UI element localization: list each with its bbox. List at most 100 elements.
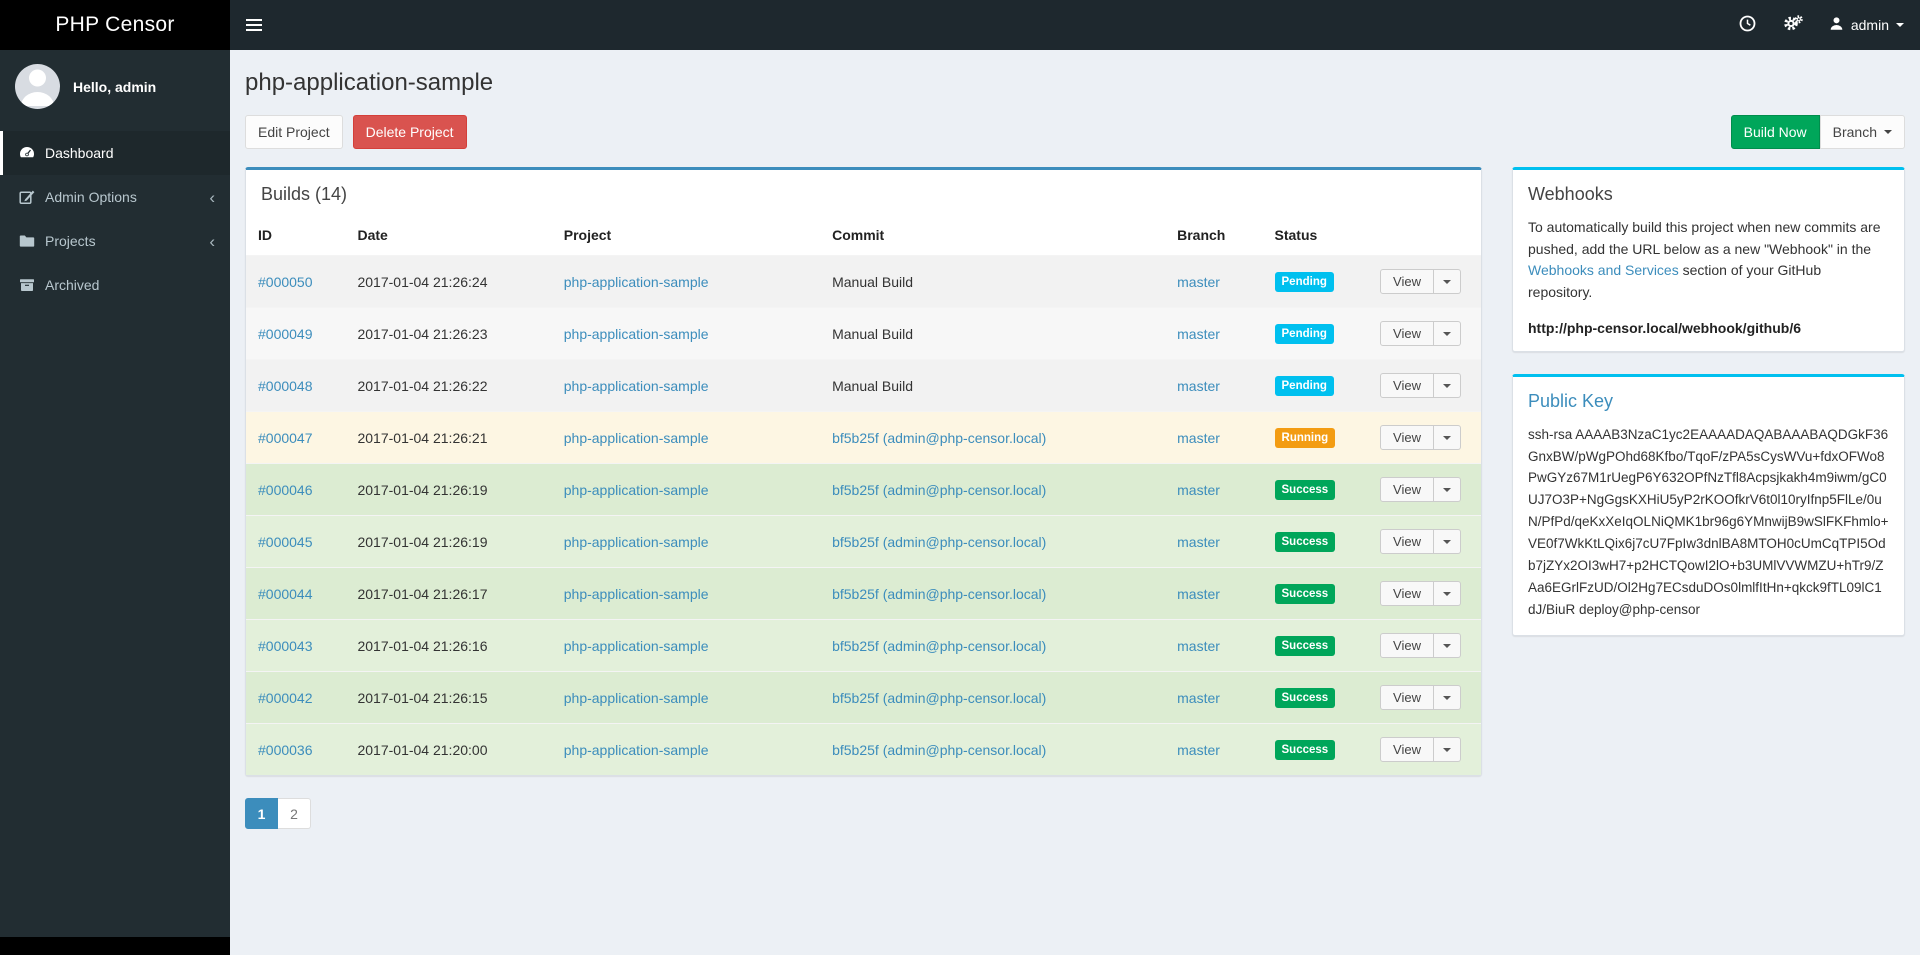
branch-link[interactable]: master xyxy=(1177,533,1220,550)
build-date: 2017-01-04 21:20:00 xyxy=(347,723,554,775)
view-button[interactable]: View xyxy=(1380,737,1434,762)
view-button[interactable]: View xyxy=(1380,269,1434,294)
view-dropdown-button[interactable] xyxy=(1434,269,1461,294)
commit-link[interactable]: bf5b25f (admin@php-censor.local) xyxy=(832,637,1047,654)
build-id-link[interactable]: #000044 xyxy=(258,585,313,602)
branch-link[interactable]: master xyxy=(1177,325,1220,342)
view-button[interactable]: View xyxy=(1380,477,1434,502)
build-now-button[interactable]: Build Now xyxy=(1730,115,1820,149)
delete-project-button[interactable]: Delete Project xyxy=(352,115,467,149)
status-badge: Success xyxy=(1274,635,1336,656)
status-badge: Success xyxy=(1274,583,1336,604)
gauge-icon xyxy=(18,145,35,162)
pagination-page-1[interactable]: 1 xyxy=(245,798,278,829)
user-menu[interactable]: admin xyxy=(1817,0,1920,50)
chevron-down-icon xyxy=(1443,383,1451,388)
project-link[interactable]: php-application-sample xyxy=(563,377,709,394)
build-id-link[interactable]: #000042 xyxy=(258,689,313,706)
project-link[interactable]: php-application-sample xyxy=(563,741,709,758)
commit-link[interactable]: bf5b25f (admin@php-censor.local) xyxy=(832,429,1047,446)
branch-link[interactable]: master xyxy=(1177,637,1220,654)
view-dropdown-button[interactable] xyxy=(1434,529,1461,554)
project-link[interactable]: php-application-sample xyxy=(563,689,709,706)
branch-link[interactable]: master xyxy=(1177,689,1220,706)
branch-dropdown-button[interactable]: Branch xyxy=(1819,115,1905,149)
build-id-link[interactable]: #000036 xyxy=(258,741,313,758)
public-key-value: ssh-rsa AAAAB3NzaC1yc2EAAAADAQABAAABAQDG… xyxy=(1528,426,1889,617)
branch-link[interactable]: master xyxy=(1177,429,1220,446)
public-key-panel: Public Key ssh-rsa AAAAB3NzaC1yc2EAAAADA… xyxy=(1512,373,1905,637)
table-row: #000049 2017-01-04 21:26:23 php-applicat… xyxy=(246,307,1481,360)
user-icon xyxy=(1829,16,1844,34)
build-id-link[interactable]: #000047 xyxy=(258,429,313,446)
user-name: admin xyxy=(1850,17,1889,33)
commit-link[interactable]: bf5b25f (admin@php-censor.local) xyxy=(832,689,1047,706)
project-link[interactable]: php-application-sample xyxy=(563,429,709,446)
view-button[interactable]: View xyxy=(1380,321,1434,346)
hamburger-icon xyxy=(246,19,262,21)
sidebar-toggle-button[interactable] xyxy=(230,0,278,50)
webhooks-title: Webhooks xyxy=(1528,184,1613,204)
view-dropdown-button[interactable] xyxy=(1434,373,1461,398)
avatar-person-icon xyxy=(15,64,60,109)
chevron-down-icon xyxy=(1443,487,1451,492)
builds-panel: Builds (14) ID Date Project Commit Branch Sta… xyxy=(245,167,1482,776)
view-dropdown-button[interactable] xyxy=(1434,425,1461,450)
branch-link[interactable]: master xyxy=(1177,273,1220,290)
chevron-down-icon xyxy=(1443,591,1451,596)
view-button[interactable]: View xyxy=(1380,685,1434,710)
view-dropdown-button[interactable] xyxy=(1434,581,1461,606)
commit-link[interactable]: bf5b25f (admin@php-censor.local) xyxy=(832,741,1047,758)
build-id-link[interactable]: #000046 xyxy=(258,481,313,498)
view-dropdown-button[interactable] xyxy=(1434,685,1461,710)
project-link[interactable]: php-application-sample xyxy=(563,533,709,550)
view-button[interactable]: View xyxy=(1380,425,1434,450)
cogs-icon xyxy=(1784,15,1803,35)
build-date: 2017-01-04 21:26:17 xyxy=(347,567,554,620)
sidebar-item-admin-options[interactable]: Admin Options ‹ xyxy=(0,175,230,219)
sidebar-item-projects[interactable]: Projects ‹ xyxy=(0,219,230,263)
commit-link[interactable]: bf5b25f (admin@php-censor.local) xyxy=(832,585,1047,602)
view-button[interactable]: View xyxy=(1380,529,1434,554)
project-link[interactable]: php-application-sample xyxy=(563,481,709,498)
view-dropdown-button[interactable] xyxy=(1434,737,1461,762)
avatar xyxy=(15,64,60,109)
project-link[interactable]: php-application-sample xyxy=(563,325,709,342)
sidebar: Hello, admin Dashboard ‹ Admin Options ‹… xyxy=(0,50,230,955)
sidebar-item-dashboard[interactable]: Dashboard ‹ xyxy=(0,131,230,175)
view-button[interactable]: View xyxy=(1380,581,1434,606)
webhook-url: http://php-censor.local/webhook/github/6 xyxy=(1528,319,1801,336)
webhook-instructions: To automatically build this project when… xyxy=(1528,219,1881,301)
branch-link[interactable]: master xyxy=(1177,377,1220,394)
view-dropdown-button[interactable] xyxy=(1434,321,1461,346)
build-id-link[interactable]: #000048 xyxy=(258,377,313,394)
build-id-link[interactable]: #000049 xyxy=(258,325,313,342)
project-link[interactable]: php-application-sample xyxy=(563,637,709,654)
build-id-link[interactable]: #000043 xyxy=(258,637,313,654)
build-queue-button[interactable] xyxy=(1725,0,1770,50)
project-link[interactable]: php-application-sample xyxy=(563,585,709,602)
view-button[interactable]: View xyxy=(1380,373,1434,398)
user-greeting: Hello, admin xyxy=(73,78,157,95)
view-button[interactable]: View xyxy=(1380,633,1434,658)
column-header-branch: Branch xyxy=(1167,217,1265,256)
edit-project-button[interactable]: Edit Project xyxy=(245,115,343,149)
project-link[interactable]: php-application-sample xyxy=(563,273,709,290)
webhooks-and-services-link[interactable]: Webhooks and Services xyxy=(1528,262,1679,279)
view-dropdown-button[interactable] xyxy=(1434,633,1461,658)
build-id-link[interactable]: #000050 xyxy=(258,273,313,290)
top-navbar: PHP Censor admin xyxy=(0,0,1920,50)
pagination-page-2[interactable]: 2 xyxy=(278,798,311,829)
build-date: 2017-01-04 21:26:15 xyxy=(347,671,554,724)
commit-link[interactable]: bf5b25f (admin@php-censor.local) xyxy=(832,533,1047,550)
branch-link[interactable]: master xyxy=(1177,741,1220,758)
view-dropdown-button[interactable] xyxy=(1434,477,1461,502)
branch-link[interactable]: master xyxy=(1177,481,1220,498)
build-id-link[interactable]: #000045 xyxy=(258,533,313,550)
commit-link[interactable]: bf5b25f (admin@php-censor.local) xyxy=(832,481,1047,498)
settings-button[interactable] xyxy=(1770,0,1817,50)
sidebar-item-archived[interactable]: Archived ‹ xyxy=(0,263,230,307)
app-logo[interactable]: PHP Censor xyxy=(0,0,230,50)
branch-link[interactable]: master xyxy=(1177,585,1220,602)
